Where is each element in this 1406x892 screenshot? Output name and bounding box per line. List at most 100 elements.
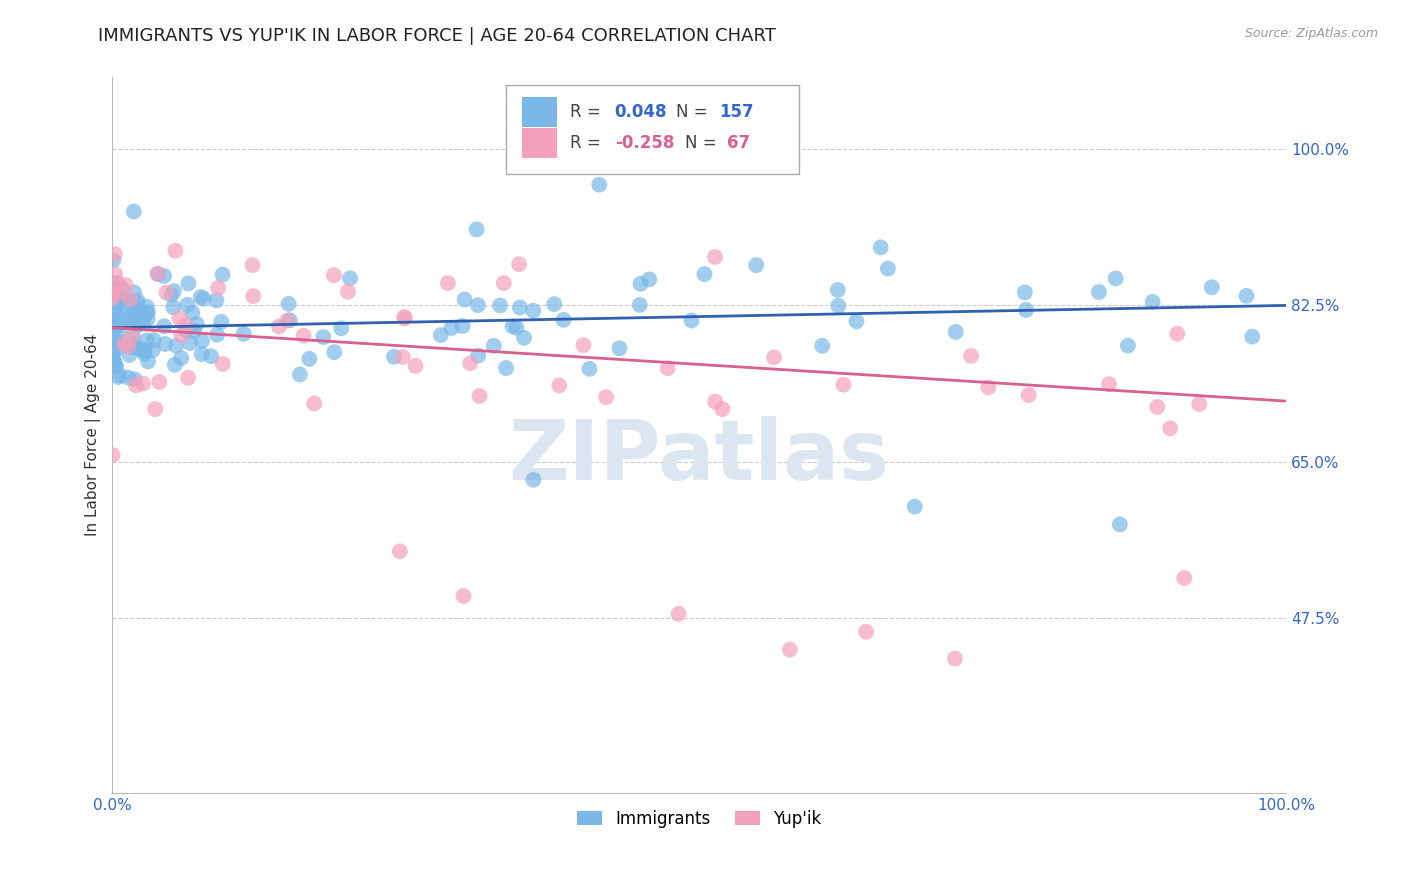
Point	[207, 281, 229, 295]
Point	[117, 339, 139, 353]
Point	[509, 301, 531, 315]
Point	[323, 345, 346, 359]
Point	[977, 380, 1000, 394]
Point	[181, 306, 204, 320]
Point	[101, 284, 124, 298]
Point	[440, 321, 463, 335]
Point	[943, 651, 966, 665]
FancyBboxPatch shape	[506, 85, 799, 174]
Point	[136, 306, 159, 320]
Point	[336, 285, 359, 299]
Point	[127, 293, 149, 308]
Point	[101, 285, 124, 299]
Point	[101, 286, 124, 301]
Point	[112, 292, 135, 306]
Point	[693, 267, 716, 281]
Point	[232, 326, 254, 341]
Point	[1142, 294, 1164, 309]
Point	[711, 402, 734, 417]
Point	[190, 347, 212, 361]
Point	[101, 448, 124, 462]
Point	[453, 589, 475, 603]
Point	[148, 375, 170, 389]
Point	[869, 240, 891, 254]
Point	[146, 267, 169, 281]
Point	[1188, 397, 1211, 411]
FancyBboxPatch shape	[522, 128, 557, 158]
Point	[134, 343, 156, 358]
Point	[845, 314, 868, 328]
Point	[112, 337, 135, 351]
Point	[104, 316, 127, 330]
Point	[832, 377, 855, 392]
Point	[165, 338, 187, 352]
Point	[242, 258, 264, 272]
Point	[104, 299, 127, 313]
Point	[811, 339, 834, 353]
Y-axis label: In Labor Force | Age 20-64: In Labor Force | Age 20-64	[86, 334, 101, 536]
Point	[553, 313, 575, 327]
Point	[543, 297, 565, 311]
Point	[115, 301, 138, 315]
Point	[101, 352, 124, 367]
Point	[668, 607, 690, 621]
Point	[127, 318, 149, 333]
Point	[135, 300, 157, 314]
Point	[105, 359, 128, 374]
Point	[167, 311, 190, 326]
Point	[103, 347, 125, 361]
Point	[960, 349, 983, 363]
Point	[330, 321, 353, 335]
Point	[855, 624, 877, 639]
Point	[143, 402, 166, 417]
Text: IMMIGRANTS VS YUP'IK IN LABOR FORCE | AGE 20-64 CORRELATION CHART: IMMIGRANTS VS YUP'IK IN LABOR FORCE | AG…	[98, 27, 776, 45]
Point	[572, 338, 595, 352]
Point	[170, 328, 193, 343]
Point	[394, 311, 416, 326]
Point	[136, 354, 159, 368]
Point	[103, 354, 125, 368]
Point	[124, 372, 146, 386]
Point	[1015, 302, 1038, 317]
Point	[513, 331, 536, 345]
Point	[211, 357, 233, 371]
Point	[107, 292, 129, 306]
FancyBboxPatch shape	[522, 96, 557, 127]
Point	[522, 303, 544, 318]
Point	[104, 267, 127, 281]
Point	[101, 313, 124, 327]
Point	[630, 277, 652, 291]
Point	[120, 292, 142, 306]
Point	[827, 299, 849, 313]
Point	[114, 278, 136, 293]
Point	[122, 204, 145, 219]
Point	[288, 368, 311, 382]
Point	[502, 319, 524, 334]
Point	[104, 277, 127, 291]
Point	[163, 358, 186, 372]
Text: N =: N =	[676, 103, 707, 120]
Point	[492, 276, 515, 290]
Point	[1104, 271, 1126, 285]
Point	[745, 258, 768, 272]
Point	[323, 268, 346, 282]
Point	[177, 371, 200, 385]
Point	[704, 250, 727, 264]
Point	[103, 313, 125, 327]
Point	[1109, 517, 1132, 532]
Point	[704, 394, 727, 409]
Point	[165, 244, 187, 258]
Point	[489, 298, 512, 312]
Point	[763, 351, 786, 365]
Point	[135, 334, 157, 348]
Point	[465, 222, 488, 236]
Point	[391, 350, 413, 364]
Point	[190, 290, 212, 304]
Point	[108, 368, 131, 383]
Point	[160, 288, 183, 302]
Point	[136, 312, 159, 326]
Point	[312, 330, 335, 344]
Point	[1146, 400, 1168, 414]
Point	[124, 303, 146, 318]
Point	[1166, 326, 1188, 341]
